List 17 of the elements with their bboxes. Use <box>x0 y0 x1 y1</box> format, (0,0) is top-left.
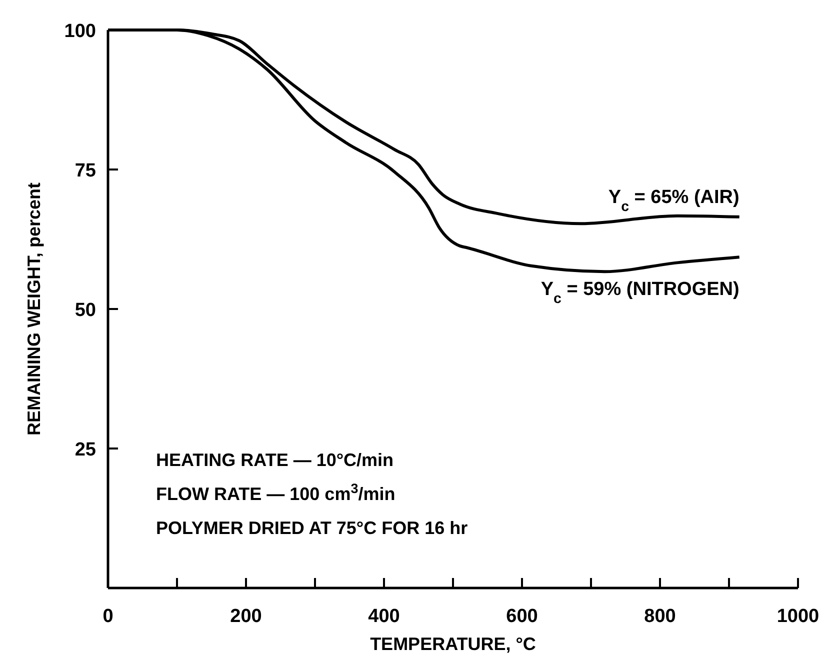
annotation: POLYMER DRIED AT 75°C FOR 16 hr <box>156 518 468 538</box>
series-label: Y$_{c}$ = 59% (NITROGEN) <box>540 279 740 308</box>
annotation: FLOW RATE — 100 cm$^{3}$/min <box>156 480 396 504</box>
y-tick-label: 25 <box>74 440 96 460</box>
y-tick-label: 100 <box>64 21 96 42</box>
x-axis-title: TEMPERATURE, °C <box>370 634 536 654</box>
annotation: HEATING RATE — 10°C/min <box>156 450 394 470</box>
series-label: Y$_{c}$ = 65% (AIR) <box>608 186 740 215</box>
y-tick-label: 75 <box>74 160 96 182</box>
x-tick-label: 400 <box>368 606 400 627</box>
x-tick-label: 200 <box>230 606 262 627</box>
x-tick-label: 0 <box>102 606 114 627</box>
x-tick-label: 1000 <box>776 606 820 627</box>
y-tick-label: 50 <box>74 300 96 321</box>
y-axis-title: REMAINING WEIGHT, percent <box>24 182 44 436</box>
x-tick-label: 800 <box>644 606 676 627</box>
x-tick-label: 600 <box>506 606 538 627</box>
